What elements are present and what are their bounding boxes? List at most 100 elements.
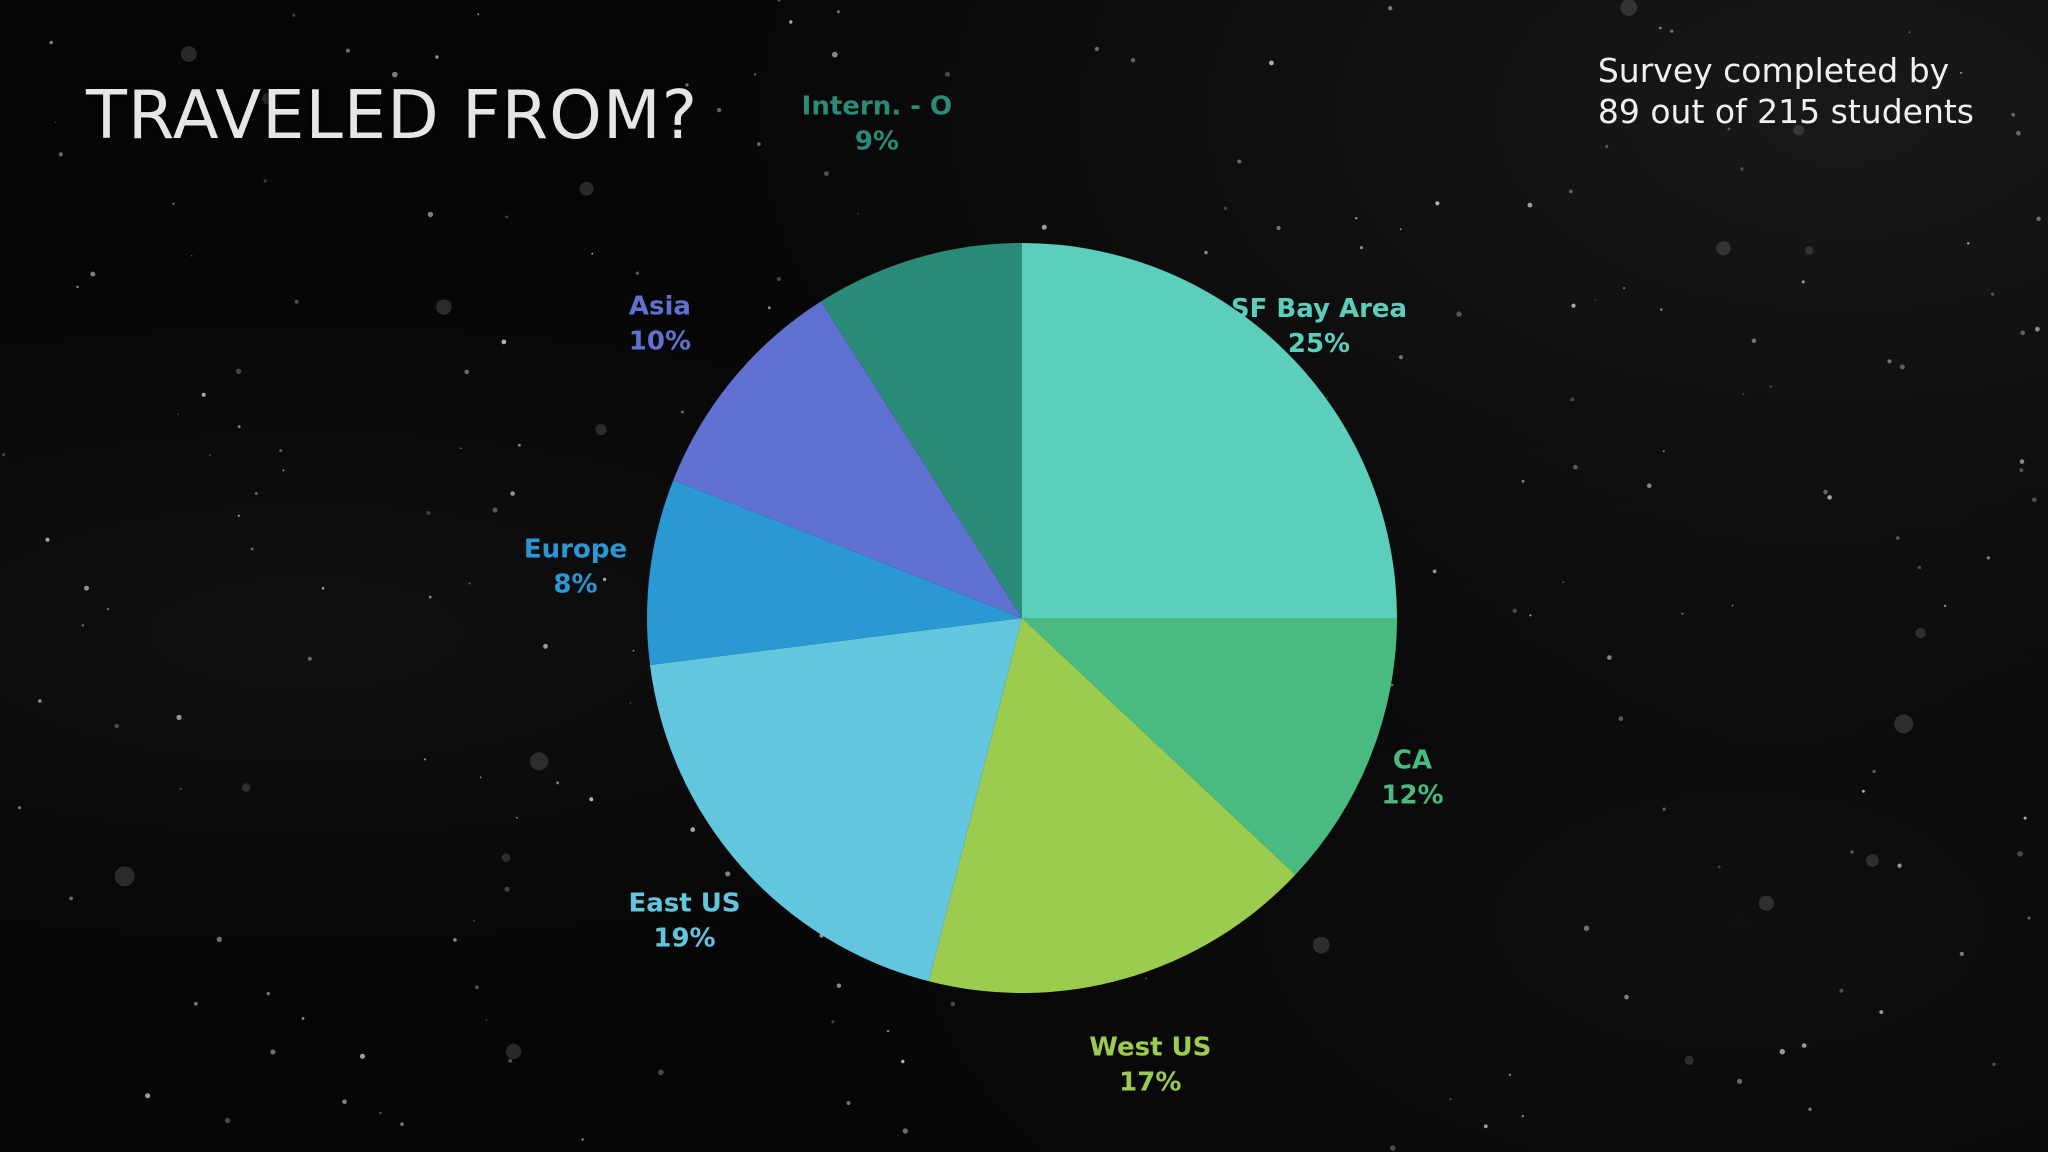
star-dot [1355,217,1358,220]
star-dot [1662,807,1666,811]
star-dot [1521,479,1525,483]
star-dot [2019,468,2024,473]
star-dot [114,724,119,729]
star-dot [1432,569,1437,574]
star-dot [1389,1145,1396,1151]
star-dot [201,392,206,397]
star-dot [505,1043,522,1060]
star-dot [501,339,507,345]
star-dot [579,181,594,196]
star-dot [1622,287,1626,290]
star-dot [1801,1043,1807,1048]
pie-label-name: CA [1393,746,1432,776]
star-dot [1237,159,1242,164]
star-dot [832,51,838,58]
star-dot [2020,330,2025,336]
star-dot [589,797,594,802]
star-dot [1808,1107,1812,1112]
star-dot [1483,1124,1488,1129]
star-dot [180,46,197,62]
star-dot [426,511,431,515]
star-dot [1769,385,1772,388]
star-dot [254,492,258,495]
star-dot [581,1138,584,1141]
pie-slice-sf-bay-area [1022,243,1397,618]
star-dot [1896,536,1900,540]
pie-slice-east-us [649,618,1022,982]
star-dot [2035,326,2040,332]
pie-slice-intern-o [821,243,1022,618]
star-dot [81,624,84,627]
star-dot [2027,916,2031,920]
star-dot [479,776,482,779]
star-dot [1326,396,1329,399]
star-dot [69,896,73,901]
star-dot [1779,1049,1786,1055]
survey-note-line-2: 89 out of 215 students [1597,92,1974,131]
star-dot [756,142,761,147]
star-dot [301,1017,305,1020]
star-dot [427,211,434,218]
star-dot [831,1020,835,1024]
star-dot [1094,46,1099,52]
star-dot [107,607,110,611]
star-dot [177,413,179,416]
star-dot [1740,167,1744,171]
star-dot [1390,683,1394,687]
star-dot [2019,459,2025,464]
pie-label-percent: 19% [653,924,715,954]
pie-label-percent: 8% [553,570,597,600]
star-dot [504,886,510,892]
star-dot [436,299,452,315]
star-dot [279,449,283,453]
star-dot [282,469,285,472]
star-dot [1312,936,1330,954]
star-dot [45,537,50,542]
star-dot [1943,604,1947,608]
star-dot [1991,292,1995,296]
star-dot [632,649,635,652]
pie-slice-west-us [928,618,1296,994]
pie-label-percent: 10% [629,326,691,356]
star-dot [595,424,607,436]
star-dot [1660,308,1663,311]
star-dot [950,1001,956,1007]
star-dot [556,781,560,785]
star-dot [2011,113,2015,117]
star-dot [360,1053,365,1059]
star-dot [292,13,296,17]
star-dot [1571,303,1576,308]
star-dot [857,212,859,215]
star-dot [1624,994,1629,1000]
star-dot [1269,60,1274,66]
star-dot [725,871,731,877]
star-dot [944,71,951,77]
star-dot [58,152,63,157]
star-dot [1804,246,1814,255]
star-dot [1727,127,1731,131]
star-dot [472,919,475,922]
pie-label-name: West US [1089,1033,1211,1063]
star-dot [235,368,242,374]
star-dot [1751,338,1757,344]
star-dot [516,816,518,819]
star-dot [492,507,498,513]
star-dot [1449,1097,1452,1101]
star-dot [658,1069,664,1076]
star-dot [685,83,689,87]
star-dot [1570,397,1575,402]
star-dot [208,454,212,457]
star-dot [294,299,299,304]
pie-slices [647,243,1398,994]
pie-label-percent: 17% [1119,1068,1181,1098]
star-dot [2023,816,2027,820]
pie-slice-europe [647,479,1022,665]
star-dot [635,271,640,275]
star-dot [1986,556,1990,560]
star-dot [510,491,515,496]
star-dot [345,48,350,53]
star-dot [1573,464,1578,470]
pie-slice-ca [1022,618,1398,875]
star-dot [1717,865,1721,869]
